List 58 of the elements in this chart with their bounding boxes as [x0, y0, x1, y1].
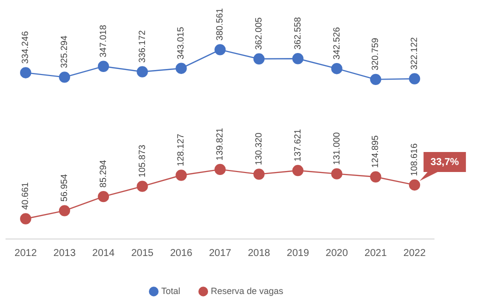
data-label: 336.172 [136, 30, 147, 63]
data-label: 347.018 [98, 24, 108, 58]
point [98, 190, 110, 202]
data-label: 362.558 [292, 17, 302, 50]
point [136, 66, 148, 78]
point [176, 62, 187, 74]
point [253, 168, 265, 180]
data-label: 380.561 [214, 8, 225, 41]
point [98, 60, 110, 72]
x-tick-label: 2022 [403, 248, 426, 259]
point [253, 53, 265, 65]
data-label: 130.320 [253, 132, 264, 166]
data-label: 320.759 [370, 38, 380, 70]
data-label: 40.661 [20, 182, 30, 210]
data-label: 342.526 [331, 27, 342, 60]
point [292, 53, 304, 64]
data-label: 108.616 [409, 143, 420, 176]
point [20, 67, 32, 78]
data-label: 131.000 [331, 132, 342, 165]
legend-label: Reserva de vagas [210, 286, 284, 296]
data-label: 334.246 [20, 31, 30, 64]
data-label: 85.294 [98, 160, 108, 188]
data-label: 362.005 [253, 17, 264, 50]
point [214, 44, 226, 56]
point [370, 74, 382, 86]
data-label: 124.895 [370, 135, 380, 168]
x-tick-label: 2020 [326, 248, 348, 259]
x-tick-label: 2016 [170, 248, 193, 259]
point [331, 62, 342, 74]
legend-label: Total [161, 286, 180, 296]
point [136, 180, 148, 192]
point [176, 170, 187, 181]
point [331, 168, 342, 180]
x-tick-label: 2014 [92, 248, 115, 259]
data-label: 322.122 [409, 37, 420, 70]
x-tick-label: 2012 [14, 248, 38, 259]
x-tick-label: 2018 [248, 248, 271, 259]
data-label: 325.294 [59, 36, 70, 68]
x-tick-label: 2015 [131, 248, 154, 259]
x-tick-label: 2013 [53, 248, 76, 259]
point [370, 171, 382, 182]
x-tick-label: 2021 [364, 248, 388, 259]
point [214, 164, 226, 176]
x-tick-label: 2017 [208, 248, 232, 259]
point [408, 73, 420, 84]
data-label: 105.873 [136, 144, 147, 178]
data-label: 128.127 [176, 134, 186, 166]
annotation: 33,7% [430, 157, 460, 168]
data-label: 137.621 [292, 128, 302, 162]
point [408, 179, 420, 191]
data-label: 56.954 [59, 174, 70, 202]
point [58, 72, 70, 83]
data-label: 343.015 [176, 26, 186, 60]
x-tick-label: 2019 [286, 248, 310, 259]
point [58, 205, 70, 216]
data-label: 139.821 [214, 128, 225, 160]
point [20, 213, 32, 224]
point [292, 164, 304, 176]
